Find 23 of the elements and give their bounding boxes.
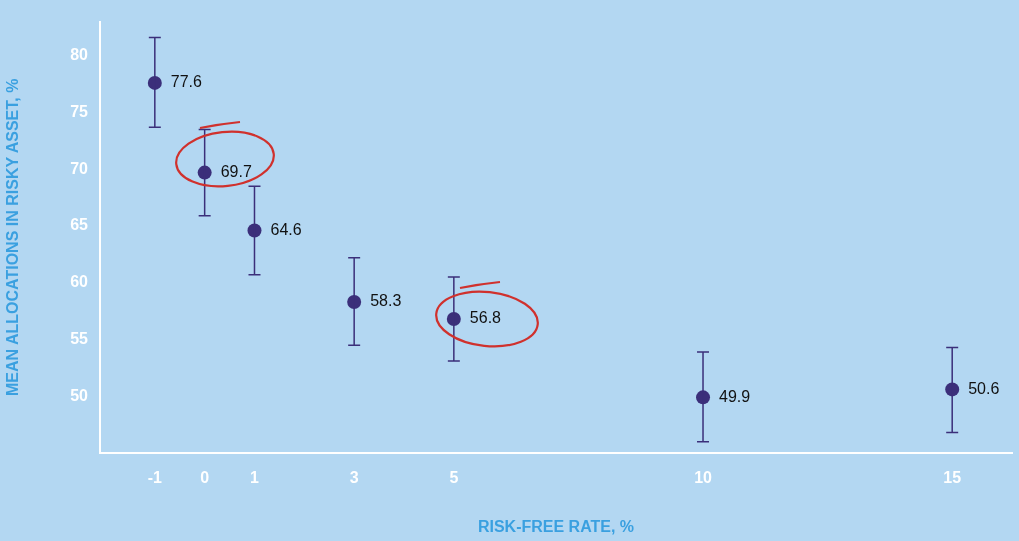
y-tick-label: 80	[70, 46, 89, 64]
data-label: 64.6	[270, 220, 302, 238]
x-tick-label: 3	[349, 469, 359, 487]
x-axis-title: RISK-FREE RATE, %	[477, 517, 635, 535]
x-tick-label: 10	[694, 469, 713, 487]
y-tick-label: 50	[70, 386, 89, 404]
data-label: 56.8	[469, 309, 502, 327]
x-tick-label: 5	[449, 469, 459, 487]
y-tick-label: 65	[70, 216, 89, 234]
data-label: 69.7	[220, 163, 252, 180]
y-tick-label: 70	[70, 159, 89, 177]
y-axis-title: MEAN ALLOCATIONS IN RISKY ASSET, %	[4, 78, 22, 396]
x-tick-label: -1	[147, 469, 163, 487]
data-label: 49.9	[719, 387, 751, 405]
data-label: 50.6	[968, 379, 1000, 397]
x-tick-label: 0	[200, 469, 210, 487]
x-tick-label: 15	[943, 469, 962, 487]
data-label: 77.6	[170, 73, 203, 91]
data-label: 58.3	[370, 292, 402, 310]
x-tick-label: 1	[250, 469, 260, 487]
y-tick-label: 75	[70, 102, 89, 120]
y-tick-label: 55	[70, 329, 89, 347]
y-tick-label: 60	[70, 273, 89, 291]
